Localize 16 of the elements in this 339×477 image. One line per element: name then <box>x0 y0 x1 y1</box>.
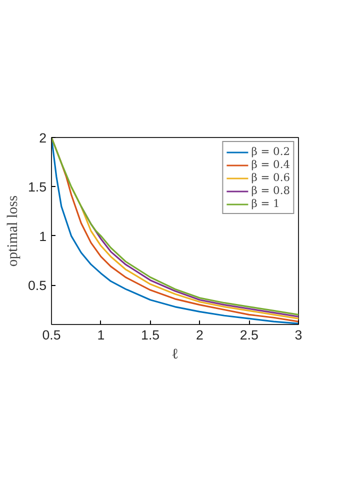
legend-label: β = 1 <box>251 197 280 210</box>
y-tick-label: 1.5 <box>28 180 47 195</box>
legend-label: β = 0.8 <box>251 184 290 197</box>
legend-label: β = 0.4 <box>251 158 290 171</box>
legend-label: β = 0.2 <box>251 145 290 158</box>
x-tick-label: 2.5 <box>240 328 258 342</box>
legend-label: β = 0.6 <box>251 171 290 184</box>
y-axis-title: optimal loss <box>4 195 21 267</box>
x-tick-label: 2 <box>196 328 204 342</box>
x-tick-label: 1 <box>97 328 105 342</box>
y-tick-label: 0.5 <box>28 278 47 294</box>
x-tick-label: 3 <box>294 328 302 342</box>
y-tick-label: 2 <box>39 130 47 146</box>
x-tick-label: 1.5 <box>141 328 160 342</box>
y-tick-label: 1 <box>39 228 47 244</box>
x-axis-title: ℓ <box>171 346 179 362</box>
